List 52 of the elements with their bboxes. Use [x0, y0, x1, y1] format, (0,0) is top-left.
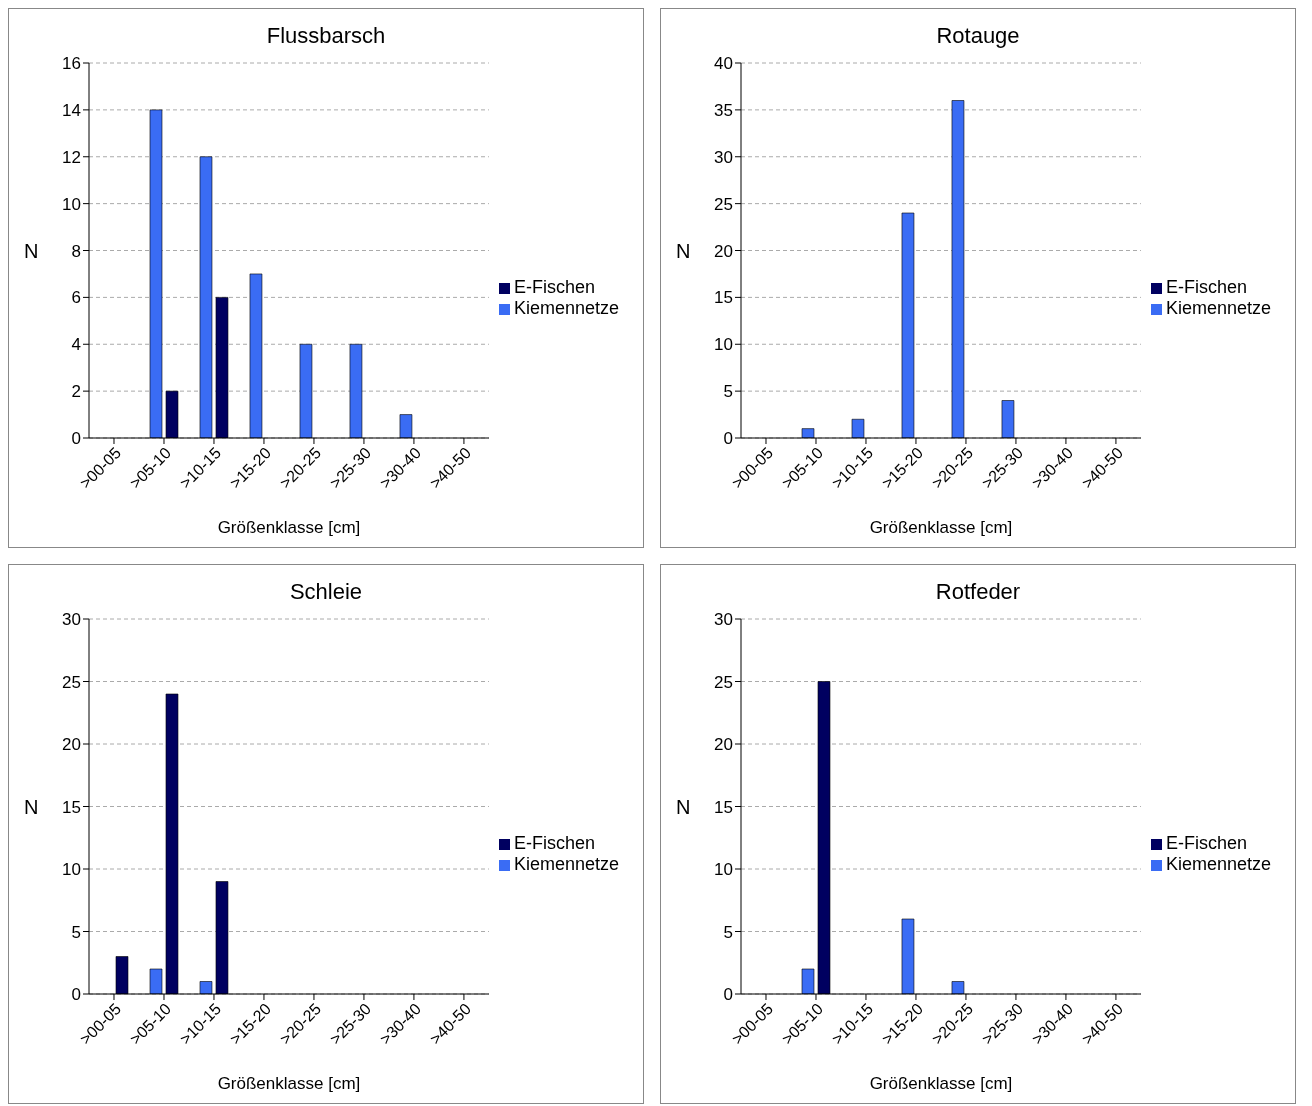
y-tick-label: 10	[62, 860, 81, 880]
y-tick-label: 5	[71, 922, 81, 942]
y-axis-title: N	[676, 795, 691, 818]
legend-label: Kiemennetze	[1165, 298, 1271, 318]
y-tick-label: 10	[714, 335, 733, 355]
legend-label: E-Fischen	[513, 833, 595, 853]
y-tick-label: 0	[723, 429, 733, 449]
y-axis-title: N	[24, 795, 39, 818]
x-axis-title: Größenklasse [cm]	[869, 1074, 1013, 1093]
y-tick-label: 20	[62, 735, 81, 755]
y-tick-label: 6	[71, 288, 81, 308]
legend-label: Kiemennetze	[513, 854, 619, 874]
legend-label: Kiemennetze	[1165, 854, 1271, 874]
y-tick-label: 12	[62, 147, 81, 167]
y-tick-label: 5	[723, 922, 733, 942]
y-tick-label: 10	[714, 860, 733, 880]
y-tick-label: 25	[714, 194, 733, 214]
y-tick-label: 25	[62, 672, 81, 692]
legend-label: E-Fischen	[1165, 277, 1247, 297]
y-tick-label: 10	[62, 194, 81, 214]
legend-label: E-Fischen	[1165, 833, 1247, 853]
chart-title: Flussbarsch	[265, 22, 387, 50]
x-axis-title: Größenklasse [cm]	[217, 1074, 361, 1093]
y-tick-label: 20	[714, 735, 733, 755]
y-tick-label: 5	[723, 382, 733, 402]
y-tick-label: 30	[714, 610, 733, 630]
y-tick-label: 35	[714, 100, 733, 120]
y-tick-label: 0	[723, 985, 733, 1005]
y-tick-label: 20	[714, 241, 733, 261]
y-tick-label: 0	[71, 429, 81, 449]
y-tick-label: 40	[714, 54, 733, 74]
legend-label: Kiemennetze	[513, 298, 619, 318]
chart-title: Rotfeder	[934, 578, 1022, 606]
y-tick-label: 4	[71, 335, 81, 355]
y-tick-label: 15	[62, 797, 81, 817]
y-tick-label: 15	[714, 288, 733, 308]
y-axis-title: N	[24, 239, 39, 262]
y-tick-label: 30	[714, 147, 733, 167]
x-axis-title: Größenklasse [cm]	[217, 518, 361, 537]
y-tick-label: 14	[62, 100, 81, 120]
y-axis-title: N	[676, 239, 691, 262]
y-tick-label: 8	[71, 241, 81, 261]
y-tick-label: 25	[714, 672, 733, 692]
y-tick-label: 2	[71, 382, 81, 402]
chart-title: Schleie	[288, 578, 364, 606]
x-axis-title: Größenklasse [cm]	[869, 518, 1013, 537]
legend-label: E-Fischen	[513, 277, 595, 297]
y-tick-label: 16	[62, 54, 81, 74]
chart-title: Rotauge	[935, 22, 1021, 50]
y-tick-label: 0	[71, 985, 81, 1005]
y-tick-label: 30	[62, 610, 81, 630]
y-tick-label: 15	[714, 797, 733, 817]
